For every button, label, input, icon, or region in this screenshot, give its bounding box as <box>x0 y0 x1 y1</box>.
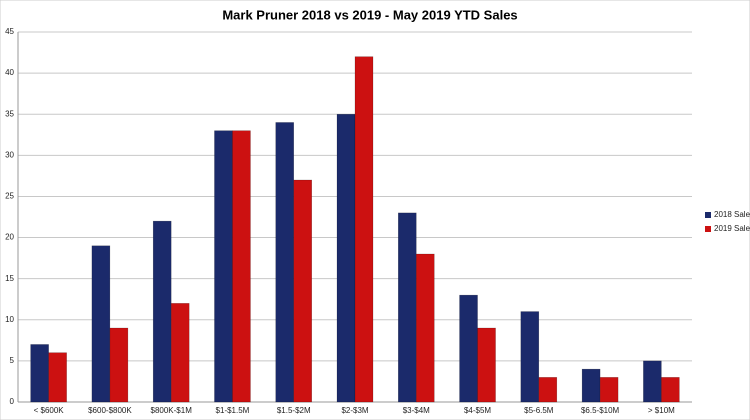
legend-label: 2018 Sales <box>714 210 750 219</box>
bar <box>459 294 478 403</box>
bar <box>643 360 662 403</box>
x-tick-label: $1.5-$2M <box>277 406 311 415</box>
x-tick-label: < $600K <box>34 406 65 415</box>
y-tick-label: 5 <box>10 356 15 365</box>
y-tick-label: 15 <box>5 274 14 283</box>
bar <box>477 327 496 403</box>
legend-label: 2019 Sales <box>714 224 750 233</box>
bar <box>354 56 374 403</box>
bar <box>109 327 129 403</box>
x-tick-label: $800K-$1M <box>151 406 193 415</box>
y-tick-label: 30 <box>5 150 14 159</box>
bar <box>48 352 67 403</box>
bar <box>416 253 435 403</box>
y-tick-label: 45 <box>5 27 14 36</box>
bar <box>336 113 356 403</box>
legend-swatch <box>705 226 711 232</box>
y-tick-label: 40 <box>5 68 14 77</box>
x-tick-label: $2-$3M <box>341 406 368 415</box>
x-tick-label: $600-$800K <box>88 406 132 415</box>
bar <box>520 311 540 403</box>
bar <box>170 303 190 403</box>
y-tick-label: 20 <box>5 233 14 242</box>
y-tick-label: 25 <box>5 192 14 201</box>
x-tick-label: $3-$4M <box>403 406 430 415</box>
bar <box>91 245 111 403</box>
y-tick-label: 0 <box>10 397 15 406</box>
x-tick-label: > $10M <box>648 406 675 415</box>
y-tick-label: 35 <box>5 109 14 118</box>
y-tick-label: 10 <box>5 315 14 324</box>
bar <box>398 212 417 403</box>
bar <box>152 220 172 403</box>
bar <box>661 377 680 403</box>
bar <box>599 377 619 403</box>
bar <box>538 377 558 403</box>
x-tick-label: $4-$5M <box>464 406 491 415</box>
x-tick-label: $6.5-$10M <box>581 406 620 415</box>
bar <box>275 122 294 403</box>
bar <box>214 130 233 403</box>
bar <box>232 130 251 403</box>
chart-title: Mark Pruner 2018 vs 2019 - May 2019 YTD … <box>222 7 517 22</box>
x-tick-label: $5-6.5M <box>524 406 554 415</box>
legend-swatch <box>705 212 711 218</box>
bar <box>581 368 601 403</box>
bar <box>30 344 49 403</box>
x-tick-label: $1-$1.5M <box>216 406 250 415</box>
bar <box>293 179 312 403</box>
